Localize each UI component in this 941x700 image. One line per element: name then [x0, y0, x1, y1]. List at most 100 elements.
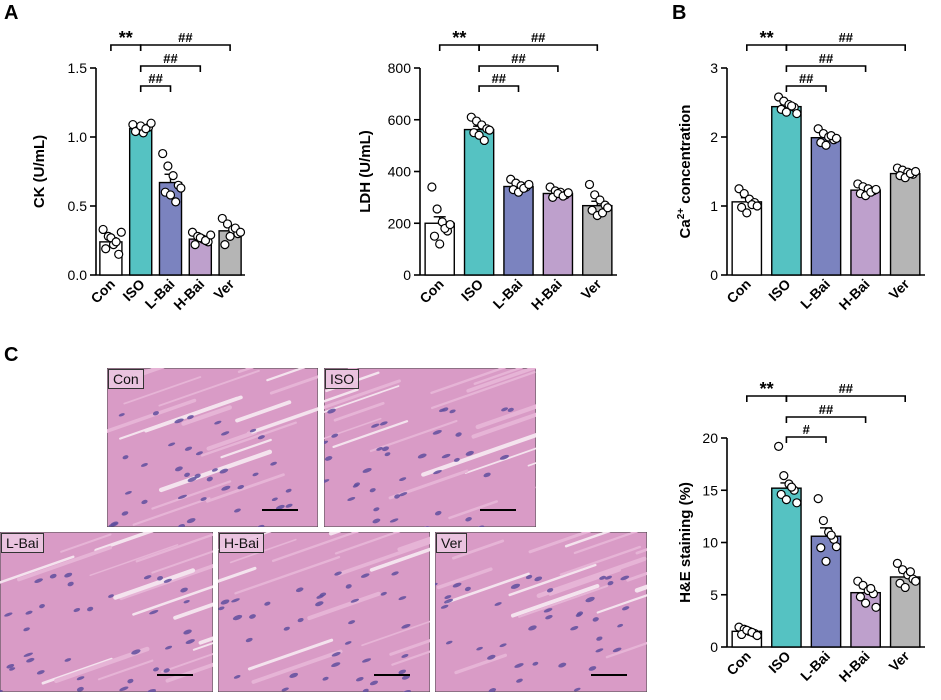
data-point	[826, 530, 836, 540]
muscle-fiber	[173, 602, 213, 620]
cell-nucleus	[315, 601, 324, 607]
muscle-fiber	[205, 473, 285, 503]
data-point	[200, 235, 211, 246]
cell-nucleus	[465, 517, 472, 522]
muscle-fiber	[389, 639, 430, 656]
scale-bar	[591, 674, 627, 676]
data-point	[752, 630, 762, 641]
data-point	[821, 140, 831, 150]
bar-iso	[463, 128, 495, 276]
cell-nucleus	[379, 421, 388, 426]
muscle-fiber	[89, 544, 179, 577]
cell-nucleus	[64, 572, 73, 578]
data-point	[773, 441, 784, 451]
micrograph-con: Con	[107, 368, 318, 527]
tissue-image	[324, 368, 536, 527]
cell-nucleus	[398, 596, 407, 601]
cell-nucleus	[465, 450, 474, 456]
data-point	[176, 183, 186, 193]
muscle-fiber	[548, 568, 621, 596]
cell-nucleus	[234, 508, 241, 513]
data-point	[479, 135, 489, 146]
cell-nucleus	[214, 420, 222, 425]
data-point	[816, 543, 826, 553]
cell-nucleus	[184, 446, 193, 451]
significance-label: ##	[178, 30, 193, 45]
micrograph-label: Con	[108, 369, 144, 389]
cell-nucleus	[331, 662, 341, 668]
micrograph-ver: Ver	[435, 532, 647, 692]
significance-bracket	[139, 85, 172, 92]
cell-nucleus	[152, 411, 159, 416]
chart-ldh: 0 200 400 600 800 LDH (U/mL) Con ISO L-Bai H-Bai V…	[357, 28, 617, 313]
data-point	[786, 101, 797, 111]
data-point	[141, 124, 151, 134]
muscle-fiber	[181, 405, 232, 426]
cell-nucleus	[501, 407, 509, 412]
y-tick-label: 0	[710, 639, 718, 655]
data-point	[792, 108, 802, 119]
cell-nucleus	[441, 407, 449, 412]
bar-l-bai	[810, 136, 842, 276]
cell-nucleus	[434, 510, 442, 516]
cell-nucleus	[289, 672, 299, 678]
cell-nucleus	[271, 497, 278, 502]
y-axis-label: CK (U/mL)	[31, 135, 48, 208]
cell-nucleus	[186, 518, 196, 524]
data-point	[855, 592, 866, 602]
significance-bracket	[785, 395, 906, 402]
cell-nucleus	[453, 457, 460, 462]
significance-label: ##	[511, 51, 526, 66]
x-tick-label: H-Bai	[836, 276, 873, 313]
cell-nucleus	[514, 663, 524, 668]
cell-nucleus	[143, 575, 152, 580]
cell-nucleus	[445, 640, 453, 645]
muscle-fiber	[605, 641, 647, 659]
cell-nucleus	[362, 468, 372, 473]
muscle-fiber	[436, 567, 493, 590]
muscle-fiber	[466, 368, 536, 393]
muscle-fiber	[251, 649, 343, 684]
cell-nucleus	[183, 599, 190, 604]
data-point	[524, 179, 534, 190]
significance-label: **	[760, 28, 774, 48]
muscle-fiber	[430, 370, 536, 410]
data-point	[584, 179, 595, 190]
x-tick-label: H-Bai	[528, 276, 565, 313]
cell-nucleus	[532, 661, 539, 666]
data-point	[752, 201, 762, 211]
data-point	[813, 494, 823, 504]
muscle-fiber	[17, 545, 112, 582]
cell-nucleus	[163, 578, 172, 583]
y-tick-label: 20	[702, 430, 718, 446]
significance-label: ##	[799, 71, 814, 86]
cell-nucleus	[67, 581, 74, 587]
panel-label-a: A	[4, 2, 19, 24]
y-axis-label: H&E staining (%)	[677, 482, 694, 603]
data-point	[158, 148, 168, 159]
cell-nucleus	[131, 649, 141, 655]
data-point	[742, 208, 752, 218]
muscle-fiber	[133, 368, 165, 379]
y-tick-label: 1.0	[68, 129, 88, 145]
cell-nucleus	[455, 432, 462, 437]
cell-nucleus	[348, 620, 356, 625]
muscle-fiber	[60, 533, 112, 553]
muscle-fiber	[324, 379, 401, 409]
cell-nucleus	[118, 413, 125, 417]
muscle-fiber	[369, 419, 458, 453]
data-point	[220, 240, 230, 250]
tissue-image	[0, 532, 213, 692]
cell-nucleus	[510, 583, 521, 589]
cell-nucleus	[0, 689, 3, 692]
cell-nucleus	[195, 451, 203, 456]
cell-nucleus	[146, 688, 156, 692]
micrograph-label: Ver	[436, 533, 468, 553]
x-tick-label: ISO	[765, 648, 793, 676]
cell-nucleus	[233, 675, 241, 679]
cell-nucleus	[617, 623, 624, 628]
muscle-fiber	[269, 375, 318, 395]
cell-nucleus	[177, 494, 187, 500]
cell-nucleus	[401, 690, 411, 692]
cell-nucleus	[444, 598, 454, 604]
